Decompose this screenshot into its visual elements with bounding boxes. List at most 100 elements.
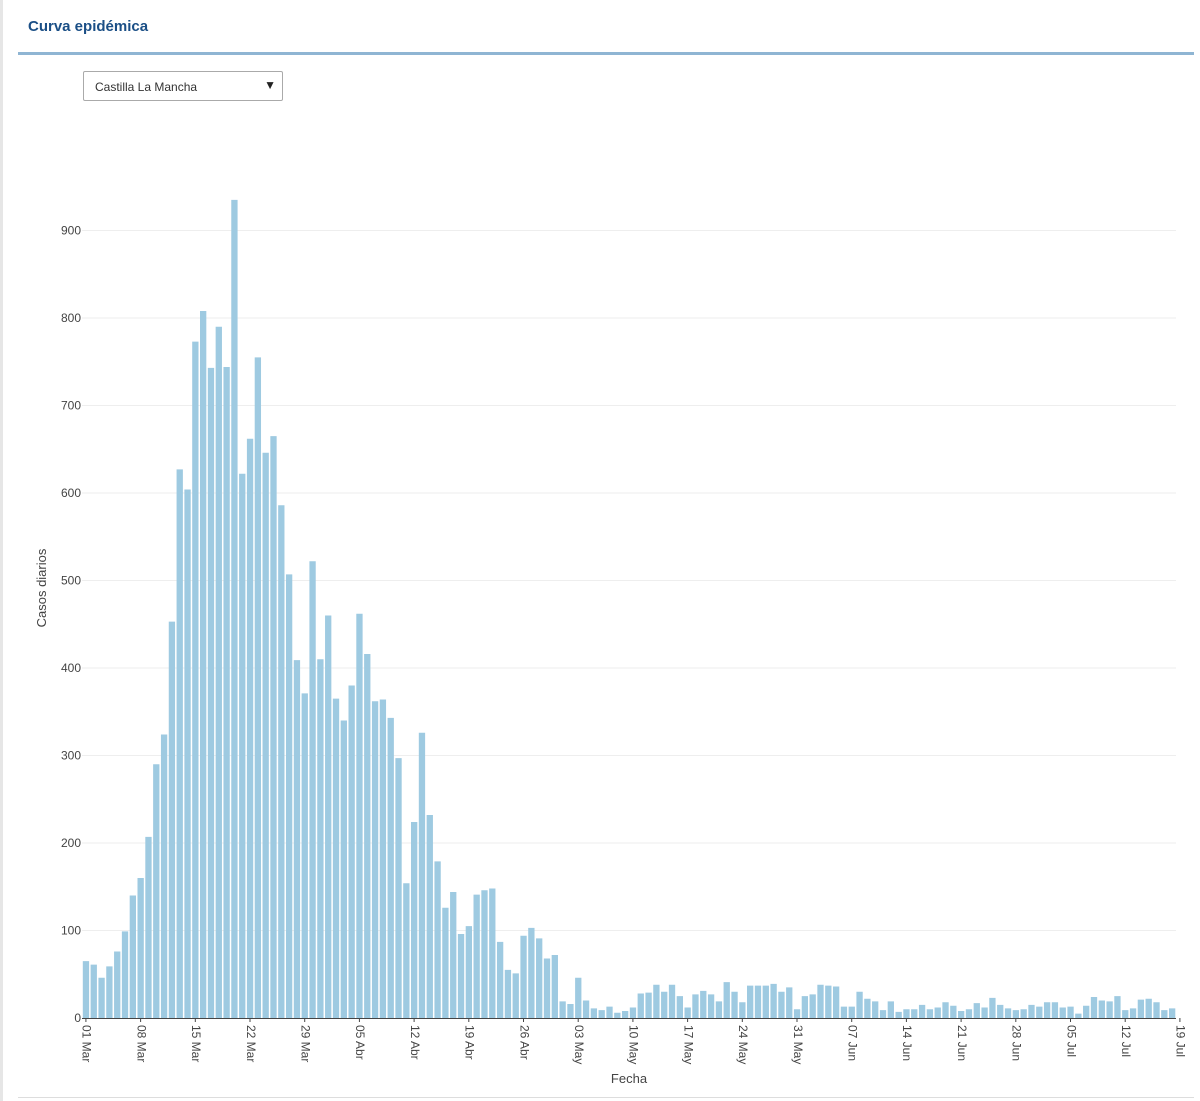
bar[interactable] xyxy=(1114,996,1121,1019)
bar[interactable] xyxy=(528,927,535,1019)
bar[interactable] xyxy=(606,1006,613,1019)
bar[interactable] xyxy=(700,990,707,1019)
bar[interactable] xyxy=(1161,1010,1168,1019)
bar[interactable] xyxy=(192,341,199,1019)
bar[interactable] xyxy=(325,615,332,1019)
bar[interactable] xyxy=(504,969,512,1019)
bar[interactable] xyxy=(817,984,824,1018)
region-select[interactable]: Castilla La Mancha ▼ xyxy=(83,71,283,101)
bar[interactable] xyxy=(1075,1013,1082,1019)
bar[interactable] xyxy=(1122,1010,1129,1019)
bar[interactable] xyxy=(762,985,769,1019)
bar[interactable] xyxy=(614,1012,621,1018)
bar[interactable] xyxy=(176,469,183,1019)
bar[interactable] xyxy=(371,701,379,1018)
bar[interactable] xyxy=(864,998,871,1018)
bar[interactable] xyxy=(200,311,207,1018)
bar[interactable] xyxy=(160,734,168,1019)
bar[interactable] xyxy=(403,883,410,1018)
bar[interactable] xyxy=(340,720,347,1019)
bar[interactable] xyxy=(1083,1005,1090,1018)
bar[interactable] xyxy=(348,685,355,1019)
bar[interactable] xyxy=(1129,1008,1137,1019)
bar[interactable] xyxy=(82,961,90,1019)
bar[interactable] xyxy=(903,1009,910,1018)
bar[interactable] xyxy=(997,1004,1004,1019)
bar[interactable] xyxy=(981,1007,988,1019)
bar[interactable] xyxy=(598,1010,605,1019)
bar[interactable] xyxy=(309,561,316,1018)
bar[interactable] xyxy=(450,892,457,1018)
bar[interactable] xyxy=(645,992,652,1019)
bar[interactable] xyxy=(512,973,519,1019)
bar[interactable] xyxy=(637,993,644,1019)
bar[interactable] xyxy=(129,895,136,1019)
bar[interactable] xyxy=(731,991,738,1018)
bar[interactable] xyxy=(840,1006,848,1019)
bar[interactable] xyxy=(1036,1006,1043,1019)
bar[interactable] xyxy=(215,326,222,1018)
bar[interactable] xyxy=(293,660,301,1019)
bar[interactable] xyxy=(887,1001,894,1019)
bar[interactable] xyxy=(934,1007,941,1019)
bar[interactable] xyxy=(942,1002,949,1018)
bar[interactable] xyxy=(489,888,496,1019)
bar[interactable] xyxy=(684,1007,691,1019)
bar[interactable] xyxy=(559,1001,566,1019)
bar[interactable] xyxy=(317,659,324,1018)
bar[interactable] xyxy=(301,693,308,1019)
bar[interactable] xyxy=(246,438,254,1018)
bar[interactable] xyxy=(411,822,418,1018)
bar[interactable] xyxy=(793,1009,801,1018)
bar[interactable] xyxy=(1004,1008,1012,1019)
bar[interactable] xyxy=(590,1008,598,1019)
bar[interactable] xyxy=(1153,1002,1160,1018)
bar[interactable] xyxy=(848,1006,855,1019)
bar[interactable] xyxy=(747,985,754,1019)
bar[interactable] xyxy=(1043,1002,1051,1018)
bar[interactable] xyxy=(723,982,730,1019)
bar[interactable] xyxy=(481,890,488,1018)
bar[interactable] xyxy=(989,997,996,1019)
bar[interactable] xyxy=(739,1002,746,1018)
bar[interactable] xyxy=(1106,1001,1113,1019)
bar[interactable] xyxy=(895,1011,902,1019)
bar[interactable] xyxy=(106,966,113,1019)
bar[interactable] xyxy=(1012,1010,1020,1019)
bar[interactable] xyxy=(958,1011,965,1018)
bar[interactable] xyxy=(395,758,402,1019)
bar[interactable] xyxy=(426,815,433,1018)
bar[interactable] xyxy=(653,984,660,1018)
bar[interactable] xyxy=(231,199,238,1019)
bar[interactable] xyxy=(262,452,269,1018)
bar[interactable] xyxy=(207,367,215,1019)
bar[interactable] xyxy=(801,996,809,1019)
bar[interactable] xyxy=(778,991,785,1018)
bar[interactable] xyxy=(1145,998,1152,1018)
bar[interactable] xyxy=(567,1004,574,1018)
bar[interactable] xyxy=(496,941,504,1019)
bar[interactable] xyxy=(121,931,129,1019)
bar[interactable] xyxy=(715,1001,723,1019)
bar[interactable] xyxy=(168,621,176,1019)
bar[interactable] xyxy=(90,964,97,1019)
bar[interactable] xyxy=(223,367,230,1018)
bar[interactable] xyxy=(621,1011,629,1018)
bar[interactable] xyxy=(809,994,816,1019)
bar[interactable] xyxy=(285,574,293,1019)
bar[interactable] xyxy=(1067,1006,1074,1019)
bar[interactable] xyxy=(98,977,105,1018)
bar[interactable] xyxy=(575,977,582,1018)
bar[interactable] xyxy=(536,938,543,1019)
bar[interactable] xyxy=(1090,997,1098,1018)
bar[interactable] xyxy=(551,955,558,1018)
bar[interactable] xyxy=(1020,1009,1027,1018)
bar[interactable] xyxy=(1098,1000,1105,1019)
bar[interactable] xyxy=(418,732,426,1018)
bar[interactable] xyxy=(278,505,285,1018)
bar[interactable] xyxy=(786,987,793,1019)
bar[interactable] xyxy=(387,717,394,1019)
bar[interactable] xyxy=(918,1004,926,1019)
bar[interactable] xyxy=(457,934,465,1018)
bar[interactable] xyxy=(184,489,191,1019)
